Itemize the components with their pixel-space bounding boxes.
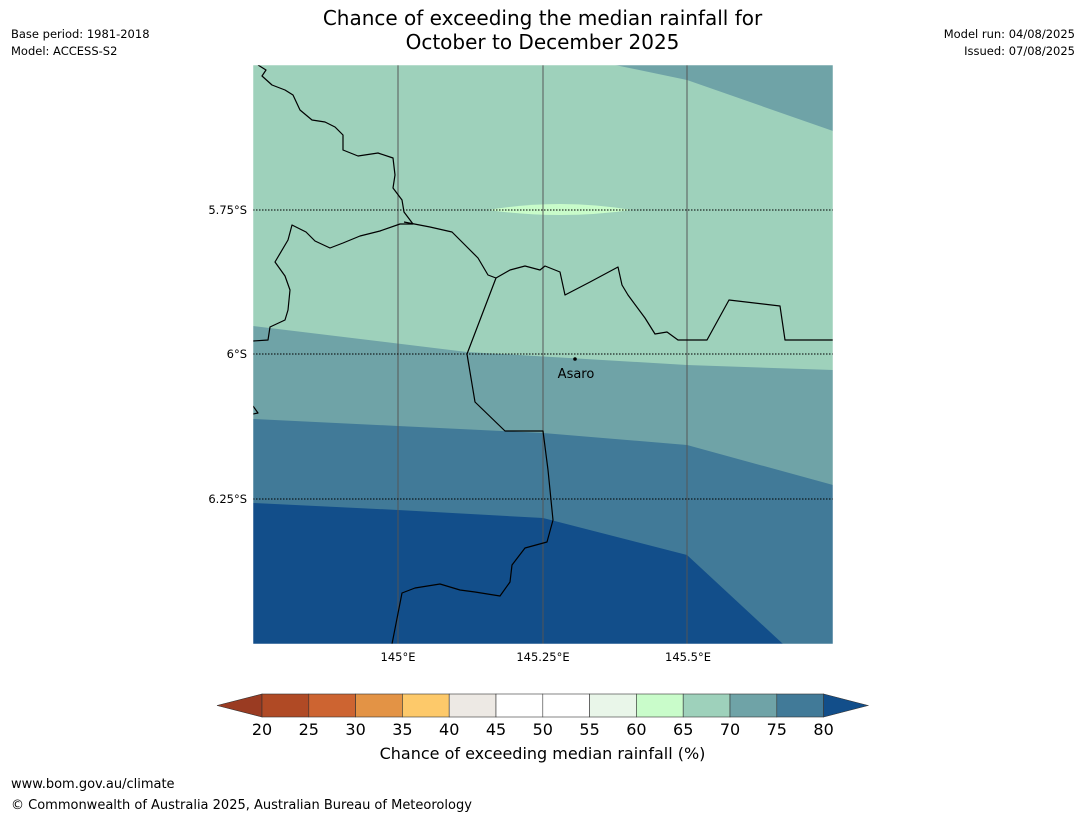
band-70-75-north bbox=[615, 65, 833, 131]
colorbar-tick-label: 30 bbox=[345, 720, 365, 739]
colorbar-segment bbox=[355, 693, 403, 718]
footer-url: www.bom.gov.au/climate bbox=[11, 777, 175, 792]
colorbar-segment bbox=[261, 693, 310, 718]
colorbar-extend-low bbox=[216, 693, 263, 718]
colorbar-tick-label: 60 bbox=[626, 720, 646, 739]
colorbar-segment bbox=[729, 693, 778, 718]
colorbar-tick-label: 70 bbox=[720, 720, 740, 739]
map-frame bbox=[252, 64, 834, 645]
colorbar-segment bbox=[402, 693, 450, 718]
colorbar-segment bbox=[636, 693, 684, 718]
meta-left: Base period: 1981-2018 Model: ACCESS-S2 bbox=[11, 26, 150, 60]
place-label-asaro: Asaro bbox=[558, 367, 595, 382]
asaro-marker bbox=[573, 357, 577, 361]
colorbar-segment bbox=[448, 693, 497, 718]
boundary-fragment bbox=[253, 405, 259, 415]
probability-field bbox=[253, 65, 833, 644]
footer-copyright: © Commonwealth of Australia 2025, Austra… bbox=[11, 798, 472, 813]
colorbar-tick-label: 55 bbox=[579, 720, 599, 739]
footer: www.bom.gov.au/climate © Commonwealth of… bbox=[11, 774, 472, 816]
colorbar-tick-label: 35 bbox=[392, 720, 412, 739]
title-line-2: October to December 2025 bbox=[405, 30, 680, 54]
lat-label-6: 6°S bbox=[227, 347, 247, 361]
colorbar-segment bbox=[495, 693, 544, 718]
lon-label-145-25: 145.25°E bbox=[516, 650, 569, 664]
colorbar-segment bbox=[776, 693, 824, 718]
lon-tick-labels: 145°E 145.25°E 145.5°E bbox=[381, 650, 711, 664]
meridians bbox=[397, 65, 688, 644]
model-text: Model: ACCESS-S2 bbox=[11, 44, 118, 58]
meta-right: Model run: 04/08/2025 Issued: 07/08/2025 bbox=[944, 26, 1075, 60]
colorbar-label: Chance of exceeding median rainfall (%) bbox=[379, 744, 706, 763]
issued-text: Issued: 07/08/2025 bbox=[964, 44, 1075, 58]
colorbar-tick-label: 40 bbox=[439, 720, 459, 739]
boundary-west bbox=[253, 65, 414, 342]
model-run-text: Model run: 04/08/2025 bbox=[943, 27, 1075, 41]
colorbar-segment bbox=[542, 693, 590, 718]
colorbar-tick-label: 25 bbox=[299, 720, 319, 739]
admin-boundaries bbox=[253, 65, 833, 644]
colorbar-tick-label: 65 bbox=[673, 720, 693, 739]
boundary-north bbox=[403, 221, 833, 341]
parallels bbox=[253, 209, 833, 500]
boundary-south bbox=[391, 277, 554, 644]
base-period-text: Base period: 1981-2018 bbox=[11, 27, 150, 41]
colorbar-tick-label: 75 bbox=[767, 720, 787, 739]
lat-tick-labels: 5.75°S 6°S 6.25°S bbox=[208, 203, 247, 506]
colorbar-tick-label: 45 bbox=[486, 720, 506, 739]
colorbar-segment bbox=[589, 693, 637, 718]
lon-label-145-5: 145.5°E bbox=[665, 650, 711, 664]
lat-label-6-25: 6.25°S bbox=[208, 492, 247, 506]
lon-label-145: 145°E bbox=[381, 650, 416, 664]
colorbar-segment bbox=[682, 693, 731, 718]
band-above-80 bbox=[253, 503, 783, 644]
chart-title: Chance of exceeding the median rainfall … bbox=[0, 6, 1085, 54]
colorbar-tick-label: 50 bbox=[533, 720, 553, 739]
lat-label-5-75: 5.75°S bbox=[208, 203, 247, 217]
colorbar-tick-label: 20 bbox=[252, 720, 272, 739]
colorbar-segment bbox=[308, 693, 356, 718]
colorbar bbox=[216, 693, 870, 718]
colorbar-extend-high bbox=[823, 693, 870, 718]
colorbar-ticks: 20 25 30 35 40 45 50 55 60 65 70 75 80 bbox=[252, 720, 834, 739]
colorbar-tick-label: 80 bbox=[813, 720, 833, 739]
title-line-1: Chance of exceeding the median rainfall … bbox=[322, 6, 763, 30]
band-60-65 bbox=[488, 204, 632, 215]
